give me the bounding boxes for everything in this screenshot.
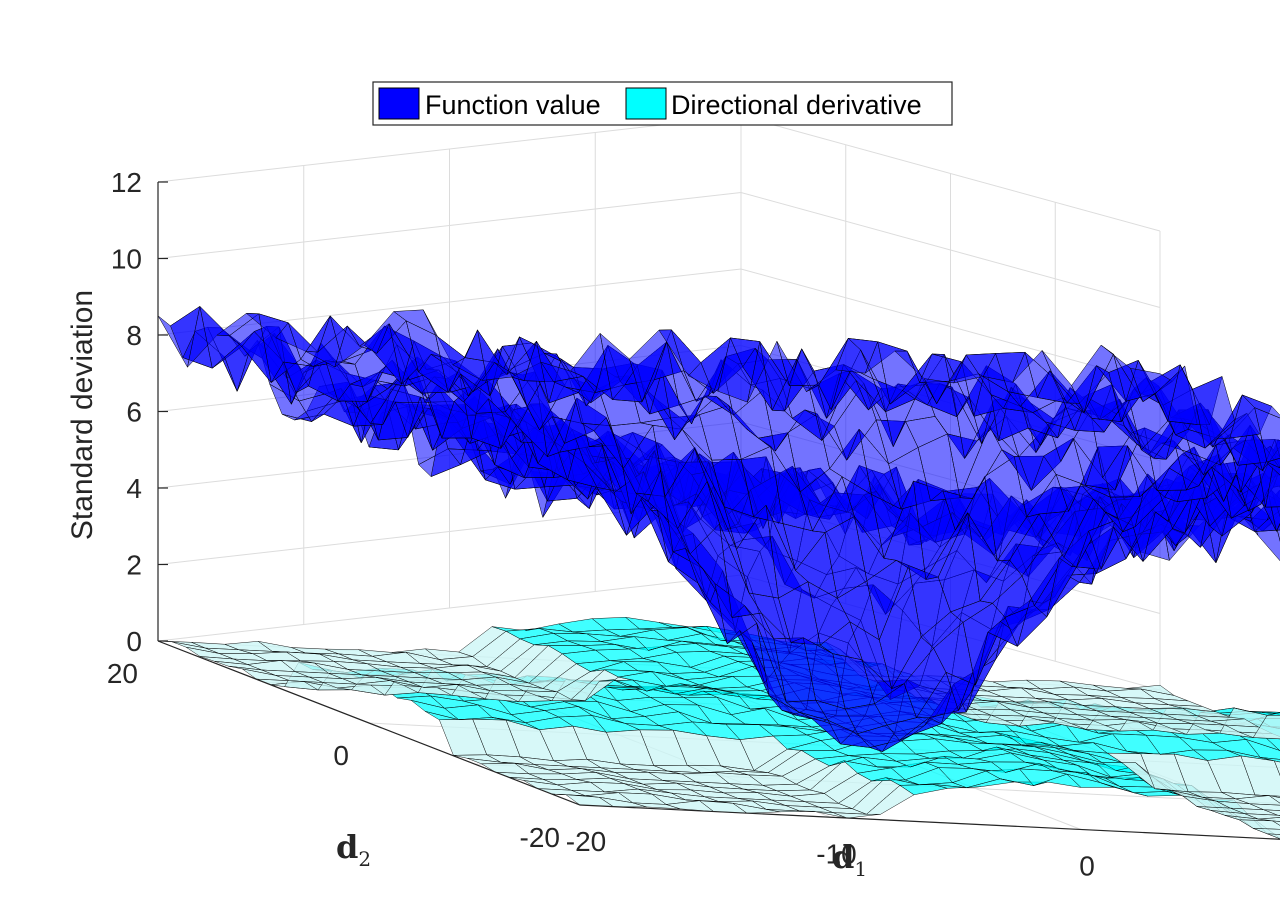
x-axis-label-subscript: 1 bbox=[854, 857, 867, 881]
legend-label-directional-derivative: Directional derivative bbox=[671, 90, 922, 120]
directional-derivative-patch bbox=[1263, 809, 1280, 816]
x-tick-label: -10 bbox=[816, 838, 856, 869]
legend: Function value Directional derivative bbox=[372, 81, 953, 126]
directional-derivative-patch bbox=[1235, 795, 1280, 806]
y-tick-label: 20 bbox=[107, 658, 138, 689]
z-tick-label: 2 bbox=[126, 550, 142, 581]
directional-derivative-patch bbox=[1249, 803, 1280, 811]
x-tick-label: -20 bbox=[566, 826, 606, 857]
y-axis-label-subscript: 2 bbox=[358, 847, 371, 871]
directional-derivative-patch bbox=[1273, 760, 1280, 776]
z-tick-label: 6 bbox=[126, 397, 142, 428]
directional-derivative-patch bbox=[1267, 712, 1280, 716]
directional-derivative-patch bbox=[1261, 712, 1280, 716]
legend-swatch-directional-derivative bbox=[625, 87, 667, 120]
y-axis-label: d2 bbox=[336, 828, 371, 871]
function-value-patch bbox=[1276, 522, 1280, 532]
directional-derivative-patch bbox=[1268, 795, 1280, 804]
function-value-patch bbox=[1254, 407, 1280, 463]
y-axis-label-base: d bbox=[336, 828, 358, 866]
directional-derivative-surface bbox=[157, 616, 1280, 839]
grid-line bbox=[579, 804, 1280, 840]
directional-derivative-patch bbox=[1253, 828, 1280, 835]
grid-line bbox=[157, 191, 1161, 308]
z-tick-label: 8 bbox=[126, 320, 142, 351]
z-tick-label: 12 bbox=[111, 167, 142, 198]
grid-line bbox=[157, 268, 1161, 385]
directional-derivative-patch bbox=[1252, 715, 1280, 740]
x-axis-label: d1 bbox=[832, 838, 867, 881]
z-tick-label: 10 bbox=[111, 244, 142, 275]
x-axis-label-base: d bbox=[832, 838, 854, 876]
directional-derivative-patch bbox=[1244, 813, 1280, 820]
grid-line bbox=[157, 115, 1161, 232]
directional-derivative-patch bbox=[1264, 737, 1280, 751]
directional-derivative-patch bbox=[1240, 755, 1280, 797]
directional-derivative-patch bbox=[1258, 817, 1280, 822]
z-tick-label: 0 bbox=[126, 626, 142, 657]
legend-swatch-function-value bbox=[378, 87, 420, 120]
function-value-patch bbox=[1242, 394, 1280, 419]
function-value-surface bbox=[157, 305, 1280, 752]
z-axis-label: Standard deviation bbox=[66, 290, 99, 540]
floor-axis bbox=[157, 640, 1280, 840]
y-tick-label: 0 bbox=[333, 740, 349, 771]
directional-derivative-patch bbox=[1238, 819, 1280, 830]
directional-derivative-patch bbox=[1277, 815, 1280, 816]
z-tick-label: 4 bbox=[126, 473, 142, 504]
directional-derivative-patch bbox=[1267, 833, 1280, 839]
x-tick-label: 0 bbox=[1079, 851, 1095, 882]
legend-label-function-value: Function value bbox=[425, 90, 601, 120]
directional-derivative-patch bbox=[1254, 794, 1280, 798]
y-tick-label: -20 bbox=[520, 822, 560, 853]
function-value-patch bbox=[1266, 457, 1280, 468]
directional-derivative-patch bbox=[1245, 738, 1280, 760]
directional-derivative-patch bbox=[1272, 820, 1280, 826]
